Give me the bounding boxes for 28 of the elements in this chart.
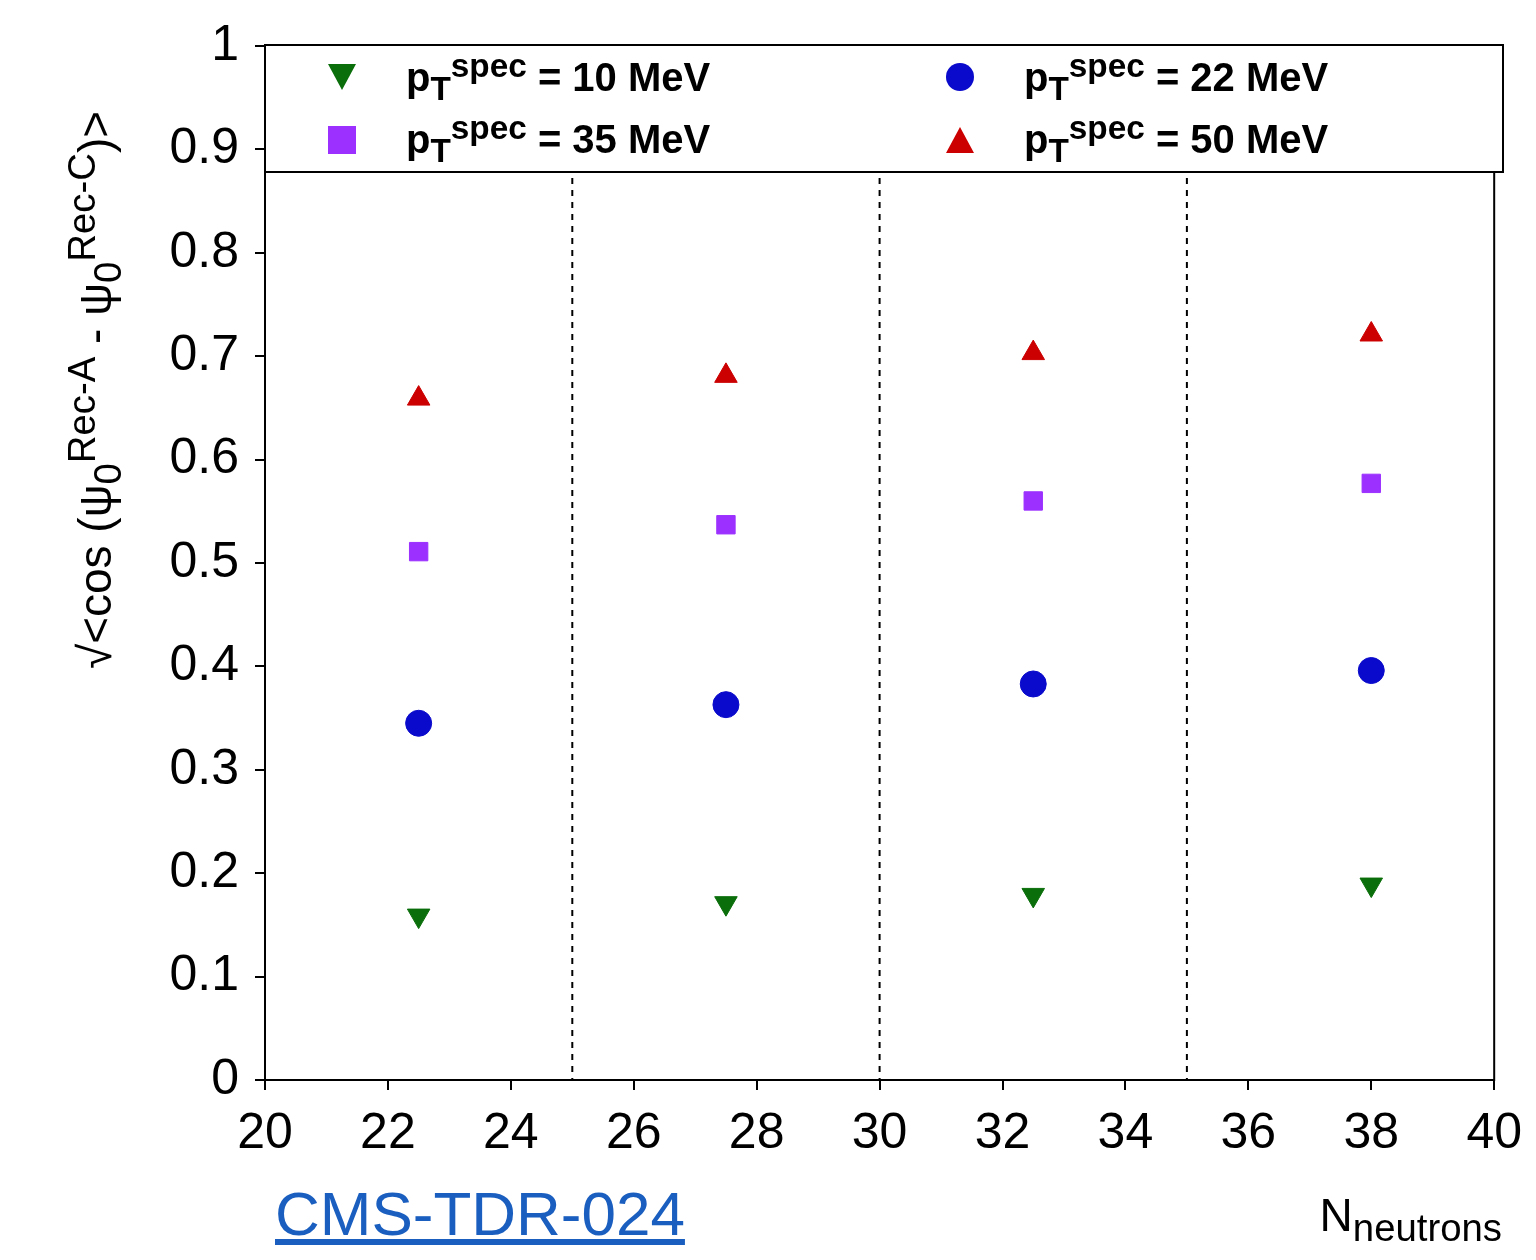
x-tick-label: 28	[728, 1102, 785, 1159]
x-tick-label: 24	[483, 1102, 539, 1159]
x-tick-label: 20	[237, 1102, 293, 1159]
legend-label: p$_{T}$$^{spec}$ = 35 MeV	[406, 109, 711, 171]
legend-label: p$_{T}$$^{spec}$ = 22 MeV	[1024, 46, 1329, 108]
x-tick-label: 40	[1466, 1102, 1522, 1159]
y-tick-label: 0.9	[169, 118, 239, 175]
x-tick-label: 36	[1220, 1102, 1277, 1159]
text: CMS-TDR-024	[275, 1178, 685, 1249]
y-tick-label: 0.7	[169, 324, 239, 381]
x-tick-label: 32	[974, 1102, 1031, 1159]
x-tick-label: 22	[360, 1102, 416, 1159]
y-tick-label: 0	[211, 1048, 239, 1105]
y-tick-label: 0.5	[169, 531, 239, 588]
y-tick-label: 0.4	[169, 635, 239, 692]
y-tick-label: 0.1	[169, 945, 239, 1002]
y-tick-label: 1	[211, 14, 239, 71]
y-tick-label: 0.2	[169, 841, 239, 898]
x-axis-title: N$_{neutrons}$	[1319, 1188, 1502, 1251]
y-tick-label: 0.8	[169, 221, 239, 278]
x-tick-label: 34	[1097, 1102, 1154, 1159]
x-tick-label: 26	[605, 1102, 662, 1159]
x-tick-label: 38	[1343, 1102, 1400, 1159]
x-tick-label: 30	[851, 1102, 908, 1159]
legend-label: p$_{T}$$^{spec}$ = 10 MeV	[406, 46, 711, 108]
legend-label: p$_{T}$$^{spec}$ = 50 MeV	[1024, 109, 1329, 171]
y-tick-label: 0.3	[169, 738, 239, 795]
y-tick-label: 0.6	[169, 428, 239, 485]
